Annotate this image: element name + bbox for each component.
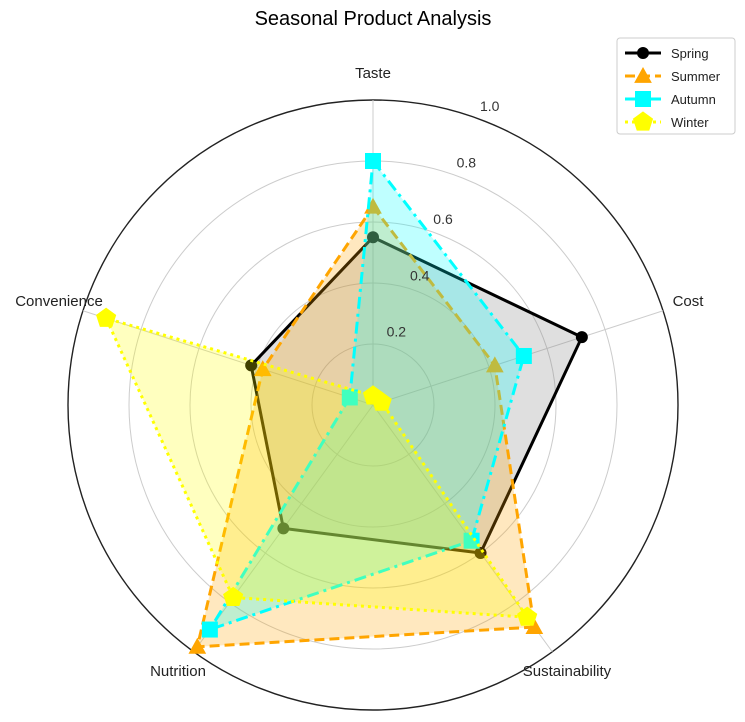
data-point: [575, 331, 588, 344]
data-point: [485, 356, 504, 373]
legend-marker: [635, 91, 651, 107]
radial-tick-label: 1.0: [480, 98, 500, 114]
legend-label: Summer: [671, 69, 721, 84]
legend-item-autumn[interactable]: Autumn: [625, 91, 716, 108]
radial-tick-label: 0.6: [433, 211, 453, 227]
radial-tick-label: 0.2: [387, 324, 407, 340]
data-point: [525, 618, 544, 634]
data-point: [341, 389, 358, 406]
axis-label-taste: Taste: [355, 65, 391, 82]
axis-labels: Taste Cost Sustainability Nutrition Convenie…: [15, 65, 704, 680]
series-area: [106, 318, 528, 618]
legend-marker: [637, 47, 649, 59]
data-point: [371, 391, 392, 411]
legend-label: Autumn: [671, 92, 716, 107]
data-point: [253, 360, 272, 377]
axis-label-sustainability: Sustainability: [523, 663, 612, 680]
radial-tick-label: 0.4: [410, 267, 430, 283]
series-line: [249, 235, 584, 555]
legend-label: Spring: [671, 46, 709, 61]
series-spring: [245, 231, 588, 560]
axis-label-convenience: Convenience: [15, 293, 103, 310]
chart-title: Seasonal Product Analysis: [255, 8, 492, 30]
data-point: [223, 586, 244, 607]
radial-tick-label: 0.8: [457, 155, 477, 171]
axis-label-cost: Cost: [673, 293, 705, 310]
radar-series: [96, 153, 588, 654]
legend-label: Winter: [671, 115, 709, 130]
series-summer: [188, 197, 544, 654]
legend-item-spring[interactable]: Spring: [625, 46, 709, 61]
data-point: [188, 637, 207, 654]
data-point: [201, 621, 218, 638]
data-point: [367, 231, 379, 244]
axis-label-nutrition: Nutrition: [150, 663, 206, 680]
legend-box: [616, 37, 736, 135]
legend-marker: [634, 66, 652, 83]
series-line: [195, 205, 536, 649]
series-area: [197, 206, 535, 647]
series-winter: [96, 307, 538, 626]
radial-tick-labels: 0.2 0.4 0.6 0.8 1.0: [387, 98, 500, 339]
data-point: [96, 307, 117, 327]
legend-item-summer[interactable]: Summer: [625, 66, 721, 84]
legend[interactable]: Spring Summer Autumn Winter: [616, 37, 736, 135]
series-area: [251, 237, 582, 554]
legend-marker: [632, 111, 654, 131]
series-line: [208, 159, 526, 632]
data-point: [515, 347, 532, 364]
data-point: [277, 522, 290, 535]
data-point: [365, 153, 381, 169]
data-point: [517, 606, 538, 626]
legend-item-winter[interactable]: Winter: [625, 111, 709, 131]
